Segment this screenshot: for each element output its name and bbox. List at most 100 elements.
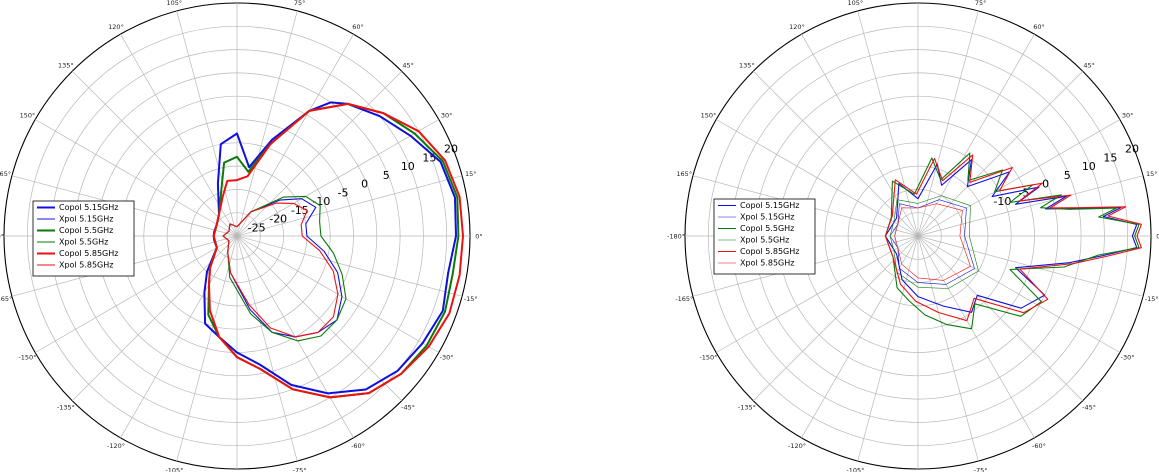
legend-entry: Copol 5.85GHz — [740, 247, 799, 256]
angular-tick-label: -75° — [293, 466, 307, 472]
grid-spoke — [917, 235, 1120, 353]
legend-entry: Xpol 5.5GHz — [59, 238, 108, 247]
legend-entry: Xpol 5.5GHz — [740, 236, 789, 245]
series-line — [894, 203, 971, 281]
angular-tick-label: 165° — [0, 170, 11, 178]
legend-entry: Copol 5.5GHz — [740, 224, 794, 233]
grid-spoke — [917, 235, 1084, 402]
grid-spoke — [752, 235, 919, 402]
angular-tick-label: -60° — [351, 442, 365, 450]
angular-tick-label: 15° — [1146, 170, 1158, 178]
angular-tick-label: 120° — [789, 23, 805, 31]
angular-tick-label: 75° — [975, 0, 987, 7]
angular-tick-label: 135° — [58, 61, 74, 69]
legend-entry: Copol 5.15GHz — [59, 203, 118, 212]
grid-spoke — [917, 175, 1144, 237]
legend-entry: Xpol 5.15GHz — [59, 215, 113, 224]
grid-spoke — [176, 235, 238, 462]
angular-tick-label: -135° — [738, 404, 756, 412]
radial-tick-label: -25 — [248, 221, 266, 234]
radial-tick-label: 10 — [401, 160, 415, 173]
angular-tick-label: -165° — [675, 295, 693, 303]
angular-tick-label: 45° — [1083, 61, 1095, 69]
angular-tick-label: -15° — [464, 295, 478, 303]
angular-tick-label: 60° — [1033, 23, 1045, 31]
series-line — [884, 154, 1142, 322]
angular-tick-label: 45° — [402, 61, 414, 69]
polar-plot-left: 0°15°30°45°60°75°90°105°120°135°150°165°… — [0, 0, 483, 472]
angular-tick-label: -75° — [974, 466, 988, 472]
angular-tick-label: -180° — [667, 233, 685, 241]
series-line — [889, 195, 979, 289]
angular-tick-label: 105° — [167, 0, 183, 7]
angular-tick-label: 15° — [465, 170, 477, 178]
angular-tick-label: -150° — [699, 354, 717, 362]
grid-spoke — [236, 235, 298, 462]
radial-tick-label: -15 — [291, 204, 309, 217]
angular-tick-label: 135° — [739, 61, 755, 69]
grid-spoke — [716, 235, 919, 353]
grid-spoke — [801, 235, 919, 438]
grid-spoke — [35, 119, 238, 237]
legend-entry: Copol 5.85GHz — [59, 249, 118, 258]
grid-spoke — [236, 34, 354, 237]
radial-tick-label: 5 — [383, 169, 390, 182]
angular-tick-label: -15° — [1145, 295, 1159, 303]
angular-tick-label: 0° — [1156, 233, 1159, 241]
grid-spoke — [236, 235, 403, 402]
angular-tick-label: -105° — [165, 466, 183, 472]
grid-spoke — [176, 10, 238, 237]
angular-tick-label: -120° — [107, 442, 125, 450]
radial-tick-label: 20 — [444, 143, 458, 156]
grid-spoke — [71, 70, 238, 237]
legend-box — [713, 198, 816, 275]
grid-spoke — [236, 10, 298, 237]
angular-tick-label: 165° — [676, 170, 692, 178]
grid-spoke — [917, 34, 1035, 237]
legend: Copol 5.15GHz Xpol 5.15GHz Copol 5.5GHz Xpo… — [713, 198, 816, 275]
angular-tick-label: 0° — [475, 233, 482, 241]
grid-spoke — [752, 70, 919, 237]
grid-spoke — [917, 235, 979, 462]
legend-entry: Xpol 5.85GHz — [59, 261, 113, 270]
grid-spoke — [917, 119, 1120, 237]
legend-entry: Xpol 5.15GHz — [740, 213, 794, 222]
polar-plot-right: 0°15°30°45°60°75°90°105°120°135°150°165°… — [667, 0, 1159, 472]
grid-spoke — [236, 70, 403, 237]
angular-tick-label: -60° — [1032, 442, 1046, 450]
angular-tick-label: -165° — [0, 295, 12, 303]
angular-tick-label: 150° — [20, 112, 36, 120]
angular-tick-label: -45° — [1082, 404, 1096, 412]
radial-tick-label: -10 — [312, 195, 330, 208]
grid-spoke — [917, 235, 1035, 438]
radial-tick-label: -20 — [269, 213, 287, 226]
grid-spoke — [35, 235, 238, 353]
angular-tick-label: -120° — [788, 442, 806, 450]
angular-tick-label: 60° — [352, 23, 364, 31]
grid-spoke — [857, 235, 919, 462]
grid-spoke — [857, 10, 919, 237]
radial-tick-label: 0 — [1042, 178, 1049, 191]
radial-tick-label: 5 — [1064, 169, 1071, 182]
legend-box — [32, 200, 135, 277]
grid-spoke — [917, 70, 1084, 237]
legend-entry: Copol 5.5GHz — [59, 226, 113, 235]
angular-tick-label: -150° — [18, 354, 36, 362]
series-line — [222, 195, 347, 342]
radial-tick-label: 15 — [1103, 151, 1117, 164]
legend: Copol 5.15GHz Xpol 5.15GHz Copol 5.5GHz Xpo… — [32, 200, 135, 277]
radial-tick-label: 0 — [361, 178, 368, 191]
angular-tick-label: -105° — [846, 466, 864, 472]
grid-spoke — [716, 119, 919, 237]
radial-tick-label: -5 — [338, 186, 349, 199]
grid-spoke — [917, 10, 979, 237]
grid-spoke — [120, 235, 238, 438]
angular-tick-label: 105° — [848, 0, 864, 7]
grid-spoke — [236, 235, 463, 297]
radial-tick-label: 10 — [1082, 160, 1096, 173]
angular-tick-label: -180° — [0, 233, 4, 241]
grid-spoke — [236, 175, 463, 237]
angular-tick-label: 30° — [441, 112, 453, 120]
legend-entry: Copol 5.15GHz — [740, 201, 799, 210]
